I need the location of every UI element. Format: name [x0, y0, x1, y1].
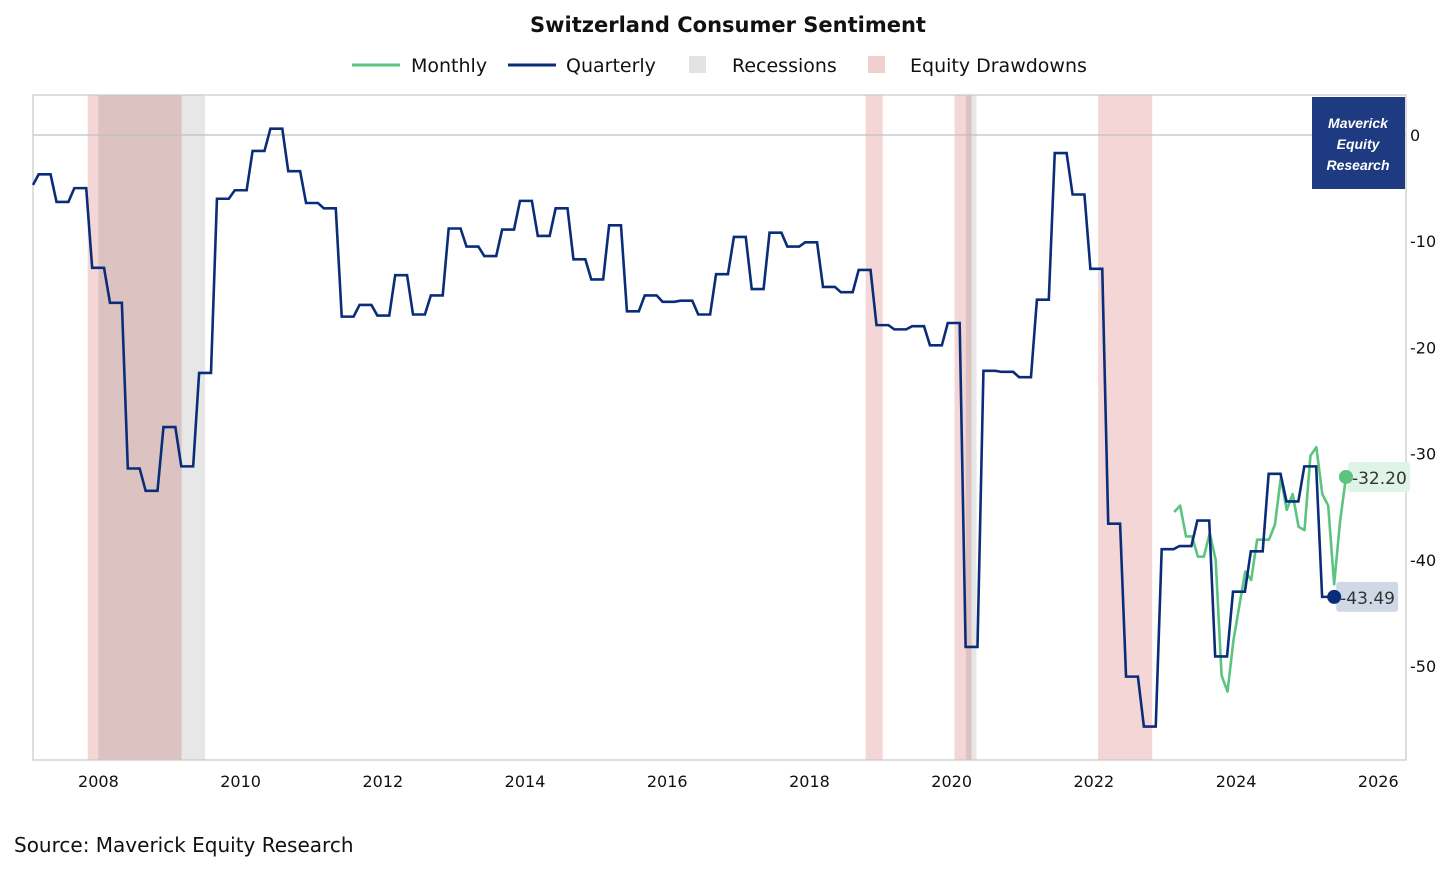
monthly-series-line: [1173, 445, 1348, 693]
monthly-last-point: [1338, 469, 1353, 484]
legend-drawdowns-label: Equity Drawdowns: [910, 55, 1087, 77]
y-tick-label: -10: [1410, 232, 1436, 251]
chart-title: Switzerland Consumer Sentiment: [530, 13, 926, 37]
logo: Maverick Equity Research: [1312, 97, 1405, 189]
x-tick-label: 2014: [505, 772, 546, 791]
x-tick-label: 2010: [220, 772, 261, 791]
y-tick-label: -50: [1410, 657, 1436, 676]
source-note: Source: Maverick Equity Research: [14, 833, 354, 857]
x-tick-label: 2012: [362, 772, 403, 791]
quarterly-last-value: -43.49: [1340, 589, 1395, 609]
legend-recessions-label: Recessions: [732, 55, 837, 77]
x-tick-label: 2024: [1216, 772, 1257, 791]
legend-drawdowns-swatch: [868, 56, 885, 73]
quarterly-series-line: [31, 127, 1335, 728]
recession-band: [965, 95, 977, 760]
y-tick-label: -40: [1410, 551, 1436, 570]
x-tick-label: 2026: [1358, 772, 1399, 791]
end-value-label-bg: [1336, 581, 1399, 612]
logo-line: Maverick: [1328, 115, 1389, 131]
y-axis: 0 -10 -20 -30 -40 -50: [1410, 126, 1436, 676]
x-tick-label: 2018: [789, 772, 830, 791]
x-axis: 2008 2010 2012 2014 2016 2018 2020 2022 2024 2026: [78, 772, 1399, 791]
x-tick-label: 2022: [1073, 772, 1114, 791]
x-tick-label: 2016: [647, 772, 688, 791]
legend-recessions-swatch: [689, 56, 706, 73]
shaded-bands: [87, 95, 1153, 760]
y-tick-label: 0: [1410, 126, 1420, 145]
y-tick-label: -30: [1410, 445, 1436, 464]
logo-line: Equity: [1337, 136, 1381, 152]
legend-quarterly-label: Quarterly: [566, 55, 656, 77]
series-group: [31, 127, 1348, 728]
end-labels: -32.20 -43.49: [1327, 461, 1410, 612]
logo-box: [1312, 97, 1405, 189]
plot-frame: [32, 94, 1407, 761]
drawdown-band: [865, 95, 883, 760]
y-tick-label: -20: [1410, 338, 1436, 357]
monthly-last-value: -32.20: [1352, 469, 1407, 489]
quarterly-last-point: [1327, 589, 1342, 604]
legend: Monthly Quarterly Recessions Equity Draw…: [352, 55, 1087, 77]
logo-line: Research: [1326, 157, 1389, 173]
x-tick-label: 2008: [78, 772, 119, 791]
legend-monthly-label: Monthly: [411, 55, 487, 77]
end-value-label-bg: [1347, 461, 1410, 492]
recession-band: [98, 95, 206, 760]
x-tick-label: 2020: [931, 772, 972, 791]
